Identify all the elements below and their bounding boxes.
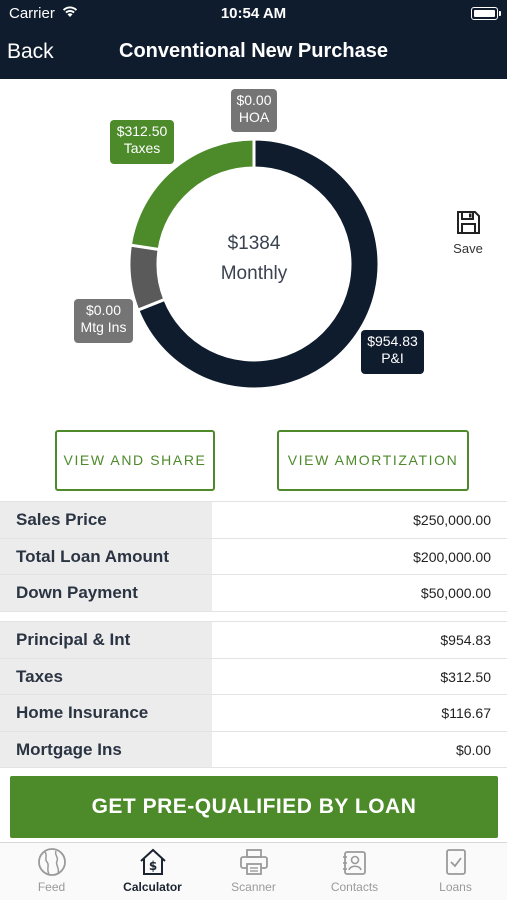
printer-icon [239, 849, 268, 875]
row-value: $0.00 [455, 742, 491, 759]
row-label: Home Insurance [0, 695, 212, 732]
payment-donut-chart [127, 137, 381, 391]
table-row: Principal & Int $954.83 [0, 621, 507, 658]
floppy-disk-icon [456, 211, 480, 234]
tab-feed[interactable]: Feed [1, 847, 102, 894]
tab-feed-label: Feed [37, 880, 66, 894]
table-row: Home Insurance $116.67 [0, 694, 507, 732]
status-time: 10:54 AM [220, 5, 287, 22]
page-title: Conventional New Purchase [119, 40, 388, 62]
mtg-ins-tag-amount: $0.00 [85, 302, 122, 318]
save-label: Save [453, 241, 483, 256]
wifi-icon [62, 6, 78, 17]
row-value: $116.67 [441, 705, 491, 722]
row-label: Principal & Int [0, 622, 212, 658]
table-divider [0, 611, 507, 622]
globe-icon [37, 848, 66, 876]
pi-tag-label: P&I [381, 350, 404, 366]
document-check-icon [445, 849, 466, 875]
get-prequalified-button[interactable]: GET PRE-QUALIFIED BY LOAN [10, 776, 498, 838]
row-label: Total Loan Amount [0, 538, 212, 575]
battery-icon [471, 7, 501, 20]
back-button[interactable]: Back [7, 40, 54, 63]
donut-slice-taxes [128, 137, 256, 252]
tab-contacts[interactable]: Contacts [304, 847, 405, 894]
row-label: Down Payment [0, 575, 212, 612]
view-amortization-button[interactable]: VIEW AMORTIZATION [277, 430, 469, 491]
row-value: $50,000.00 [420, 585, 491, 602]
hoa-tag: $0.00 HOA [231, 89, 277, 132]
donut-slice-p-i [135, 137, 381, 391]
contacts-icon [342, 851, 366, 875]
monthly-total: $1384 [227, 233, 281, 254]
row-label: Taxes [0, 658, 212, 695]
payment-summary: $1384 Monthly $0.00 HOA $312.50 Taxes $0… [0, 79, 507, 419]
nav-header: Carrier 10:54 AM Back Conventional New P… [0, 0, 507, 79]
tab-calculator-label: Calculator [123, 880, 182, 894]
mtg-ins-tag: $0.00 Mtg Ins [74, 299, 133, 343]
table-row: Taxes $312.50 [0, 657, 507, 695]
tab-loans[interactable]: Loans [405, 847, 506, 894]
taxes-tag-label: Taxes [123, 140, 161, 156]
table-row: Mortgage Ins $0.00 [0, 731, 507, 768]
tab-scanner-label: Scanner [231, 880, 276, 894]
hoa-tag-amount: $0.00 [236, 92, 272, 108]
taxes-tag: $312.50 Taxes [110, 120, 174, 164]
house-dollar-icon: $ [139, 848, 166, 875]
monthly-label: Monthly [220, 263, 288, 284]
pi-tag: $954.83 P&I [361, 330, 424, 374]
taxes-tag-amount: $312.50 [116, 123, 168, 139]
row-value: $312.50 [440, 668, 491, 685]
tab-loans-label: Loans [439, 880, 472, 894]
row-label: Mortgage Ins [0, 732, 212, 767]
row-value: $200,000.00 [413, 548, 491, 565]
carrier-label: Carrier [9, 5, 55, 22]
row-label: Sales Price [0, 502, 212, 538]
view-and-share-button[interactable]: VIEW AND SHARE [55, 430, 215, 491]
row-value: $250,000.00 [413, 512, 491, 528]
row-value: $954.83 [440, 632, 491, 649]
svg-text:$: $ [148, 859, 156, 873]
tab-bar: Feed $ Calculator Scanner Contacts [0, 842, 507, 900]
tab-contacts-label: Contacts [330, 880, 379, 894]
tab-calculator[interactable]: $ Calculator [102, 847, 203, 894]
save-button[interactable]: Save [449, 210, 487, 256]
tab-scanner[interactable]: Scanner [203, 847, 304, 894]
mtg-ins-tag-label: Mtg Ins [80, 319, 127, 335]
table-row: Total Loan Amount $200,000.00 [0, 537, 507, 575]
loan-details-table: Sales Price $250,000.00 Total Loan Amoun… [0, 501, 507, 768]
hoa-tag-label: HOA [238, 109, 270, 125]
table-row: Down Payment $50,000.00 [0, 574, 507, 612]
pi-tag-amount: $954.83 [367, 333, 418, 349]
status-bar: Carrier 10:54 AM [0, 0, 507, 28]
table-row: Sales Price $250,000.00 [0, 501, 507, 538]
